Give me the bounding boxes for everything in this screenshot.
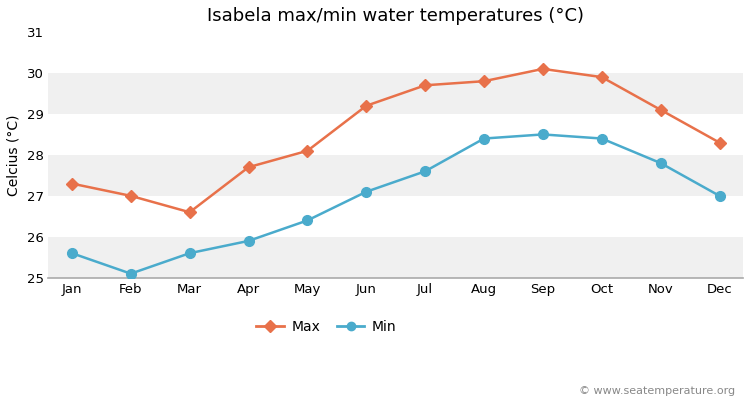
Bar [48,32,743,73]
Bar [48,237,743,278]
Title: Isabela max/min water temperatures (°C): Isabela max/min water temperatures (°C) [207,7,584,25]
Text: © www.seatemperature.org: © www.seatemperature.org [579,386,735,396]
Bar [48,73,743,114]
Y-axis label: Celcius (°C): Celcius (°C) [7,114,21,196]
Bar [48,196,743,237]
Bar [48,155,743,196]
Legend: Max, Min: Max, Min [251,314,401,340]
Bar [48,114,743,155]
